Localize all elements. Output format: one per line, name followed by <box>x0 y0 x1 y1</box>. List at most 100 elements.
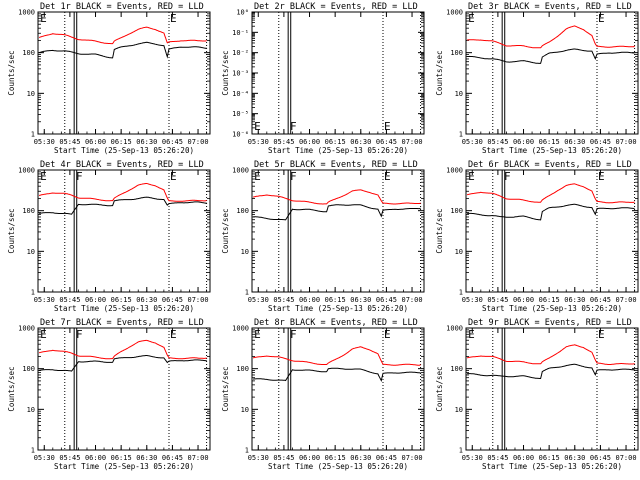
y-tick-label: 10 <box>241 248 249 256</box>
y-tick-label: 1 <box>459 447 463 455</box>
x-tick-label: 06:15 <box>325 296 346 304</box>
y-tick-label: 100 <box>22 49 35 57</box>
y-tick-label: 10⁻⁵ <box>232 110 249 118</box>
x-tick-label: 06:15 <box>111 138 132 146</box>
x-tick-label: 06:30 <box>350 138 371 146</box>
series-line-lld <box>38 339 207 360</box>
y-axis-label: Counts/sec <box>435 50 444 95</box>
x-tick-label: 06:45 <box>590 138 611 146</box>
x-tick-label: 05:45 <box>273 454 294 462</box>
x-tick-label: 07:00 <box>402 296 423 304</box>
y-tick-label: 100 <box>22 365 35 373</box>
x-tick-label: 06:45 <box>376 454 397 462</box>
series-line-events <box>39 196 207 215</box>
chart-title: Det 7r BLACK = Events, RED = LLD <box>40 318 204 328</box>
x-axis-label: Start Time (25-Sep-13 05:26:20) <box>268 462 408 471</box>
x-tick-label: 06:00 <box>513 138 534 146</box>
y-tick-label: 1000 <box>446 9 463 17</box>
chart-panel-1: Det 1r BLACK = Events, RED = LLD 1 10 100 10… <box>7 2 211 155</box>
x-tick-label: 05:45 <box>487 138 508 146</box>
flag-marker: F <box>290 170 297 183</box>
x-tick-label: 05:45 <box>487 454 508 462</box>
flag-marker: E <box>384 328 391 341</box>
chart-panel-9: Det 9r BLACK = Events, RED = LLD 1 10 100 10… <box>435 318 639 471</box>
plot-frame <box>465 327 639 451</box>
x-tick-label: 07:00 <box>402 138 423 146</box>
y-tick-label: 100 <box>236 365 249 373</box>
x-tick-label: 06:30 <box>350 296 371 304</box>
chart-title: Det 6r BLACK = Events, RED = LLD <box>468 160 632 170</box>
flag-marker: E <box>598 170 605 183</box>
x-tick-label: 06:45 <box>376 296 397 304</box>
series-line-lld <box>252 346 421 366</box>
flag-marker: F <box>76 170 83 183</box>
y-axis-label: Counts/sec <box>7 208 16 253</box>
y-tick-label: 10⁰ <box>236 9 249 17</box>
y-tick-label: 10 <box>27 90 35 98</box>
y-tick-label: 100 <box>236 207 249 215</box>
chart-panel-6: Det 6r BLACK = Events, RED = LLD 1 10 100 10… <box>435 160 639 313</box>
x-tick-label: 06:45 <box>376 138 397 146</box>
y-tick-label: 1000 <box>232 325 249 333</box>
flag-marker: E <box>170 328 177 341</box>
x-axis-label: Start Time (25-Sep-13 05:26:20) <box>268 304 408 313</box>
chart-title: Det 3r BLACK = Events, RED = LLD <box>468 2 632 12</box>
x-tick-label: 06:00 <box>299 296 320 304</box>
flag-marker: E <box>40 12 47 25</box>
x-tick-label: 06:00 <box>299 454 320 462</box>
y-tick-label: 1000 <box>232 167 249 175</box>
flag-marker: E <box>170 12 177 25</box>
x-tick-label: 06:15 <box>325 454 346 462</box>
x-tick-label: 06:00 <box>85 296 106 304</box>
series-line-events <box>253 204 421 221</box>
flag-marker: E <box>468 12 475 25</box>
y-tick-label: 1000 <box>446 167 463 175</box>
plot-frame <box>37 327 211 451</box>
y-tick-label: 1 <box>245 289 249 297</box>
flag-marker: E <box>384 120 391 133</box>
flag-marker: E <box>598 328 605 341</box>
x-tick-label: 07:00 <box>616 138 637 146</box>
x-tick-label: 06:30 <box>564 138 585 146</box>
plot-frame <box>251 11 425 135</box>
flag-marker: F <box>290 328 297 341</box>
chart-panel-7: Det 7r BLACK = Events, RED = LLD 1 10 100 10… <box>7 318 211 471</box>
x-axis-label: Start Time (25-Sep-13 05:26:20) <box>268 146 408 155</box>
x-tick-label: 06:45 <box>162 138 183 146</box>
x-tick-label: 05:45 <box>59 138 80 146</box>
y-tick-label: 1000 <box>18 167 35 175</box>
y-axis-label: Counts/sec <box>7 50 16 95</box>
y-tick-label: 10⁻⁴ <box>232 90 249 98</box>
x-axis-label: Start Time (25-Sep-13 05:26:20) <box>54 462 194 471</box>
series-line-events <box>467 48 635 64</box>
x-tick-label: 07:00 <box>188 138 209 146</box>
chart-panel-4: Det 4r BLACK = Events, RED = LLD 1 10 100 10… <box>7 160 211 313</box>
y-tick-label: 10 <box>241 406 249 414</box>
y-tick-label: 100 <box>450 207 463 215</box>
flag-marker: E <box>384 170 391 183</box>
flag-marker: F <box>76 328 83 341</box>
chart-title: Det 1r BLACK = Events, RED = LLD <box>40 2 204 12</box>
y-axis-label: Counts/sec <box>221 366 230 411</box>
chart-panel-5: Det 5r BLACK = Events, RED = LLD 1 10 100 10… <box>221 160 425 313</box>
chart-panel-3: Det 3r BLACK = Events, RED = LLD 1 10 100 10… <box>435 2 639 155</box>
flag-marker: E <box>254 120 261 133</box>
x-tick-label: 06:15 <box>111 296 132 304</box>
chart-title: Det 9r BLACK = Events, RED = LLD <box>468 318 632 328</box>
plot-frame <box>251 169 425 293</box>
y-tick-label: 1000 <box>18 9 35 17</box>
chart-panel-2: Det 2r BLACK = Events, RED = LLD 10⁻⁶ 10⁻⁵… <box>221 2 425 155</box>
y-tick-label: 10 <box>27 248 35 256</box>
series-line-events <box>467 363 635 379</box>
flag-marker: E <box>40 170 47 183</box>
y-axis-label: Counts/sec <box>435 208 444 253</box>
y-tick-label: 1 <box>245 447 249 455</box>
x-axis-label: Start Time (25-Sep-13 05:26:20) <box>54 146 194 155</box>
x-tick-label: 05:45 <box>487 296 508 304</box>
x-tick-label: 06:15 <box>539 296 560 304</box>
x-axis-label: Start Time (25-Sep-13 05:26:20) <box>482 304 622 313</box>
y-axis-label: Counts/sec <box>7 366 16 411</box>
series-line-lld <box>466 183 635 204</box>
x-tick-label: 06:00 <box>85 138 106 146</box>
